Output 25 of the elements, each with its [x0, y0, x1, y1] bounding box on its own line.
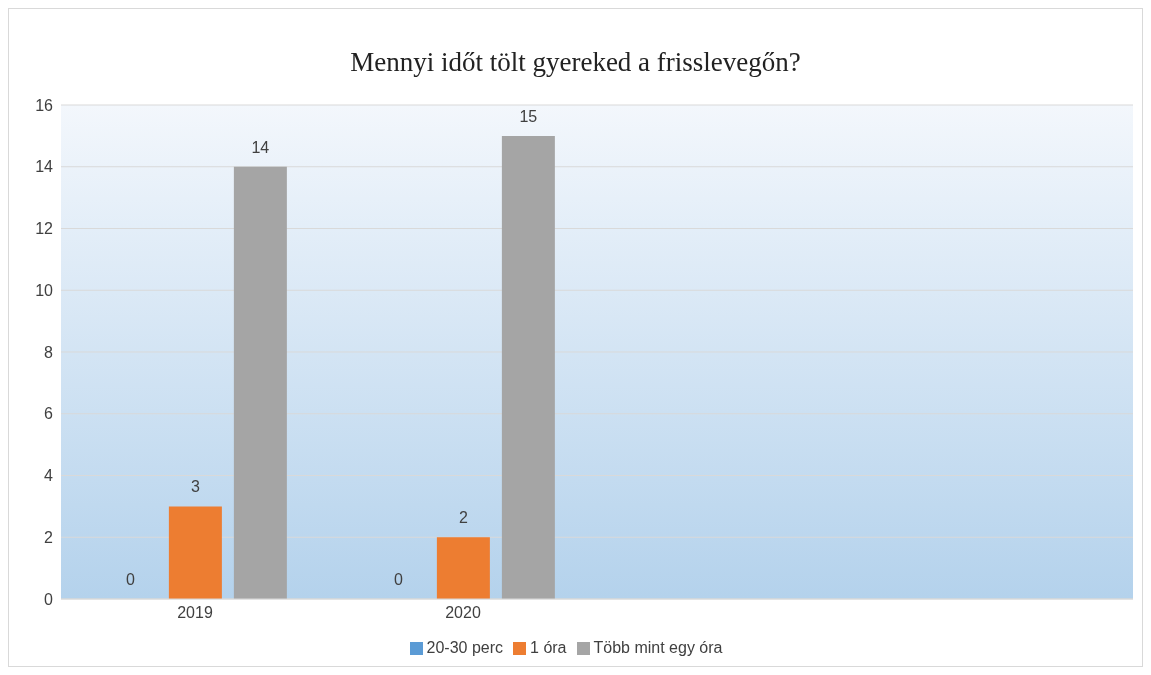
- y-tick-label: 16: [35, 96, 54, 114]
- y-tick-label: 8: [44, 343, 54, 361]
- data-label: 0: [393, 570, 403, 588]
- data-label: 3: [190, 478, 200, 496]
- legend-label: Több mint egy óra: [593, 639, 723, 656]
- legend-label: 1 óra: [530, 639, 567, 656]
- y-tick-label: 12: [35, 220, 54, 238]
- y-tick-label: 0: [44, 590, 54, 608]
- data-label: 14: [251, 138, 270, 156]
- bar: [501, 135, 555, 599]
- bar: [168, 506, 222, 599]
- y-tick-label: 4: [44, 467, 54, 485]
- y-tick-label: 2: [44, 528, 54, 546]
- data-label: 0: [125, 570, 135, 588]
- legend-label: 20-30 perc: [426, 639, 504, 656]
- y-tick-label: 6: [44, 405, 54, 423]
- x-tick-label: 2019: [177, 604, 213, 622]
- data-label: 15: [519, 107, 538, 125]
- data-label: 2: [458, 509, 468, 527]
- chart-title: Mennyi időt tölt gyereked a frisslevegőn?: [349, 46, 802, 79]
- bar: [436, 537, 490, 599]
- bar: [233, 166, 287, 599]
- y-tick-label: 14: [35, 158, 54, 176]
- y-tick-label: 10: [35, 281, 54, 299]
- x-tick-label: 2020: [445, 604, 481, 622]
